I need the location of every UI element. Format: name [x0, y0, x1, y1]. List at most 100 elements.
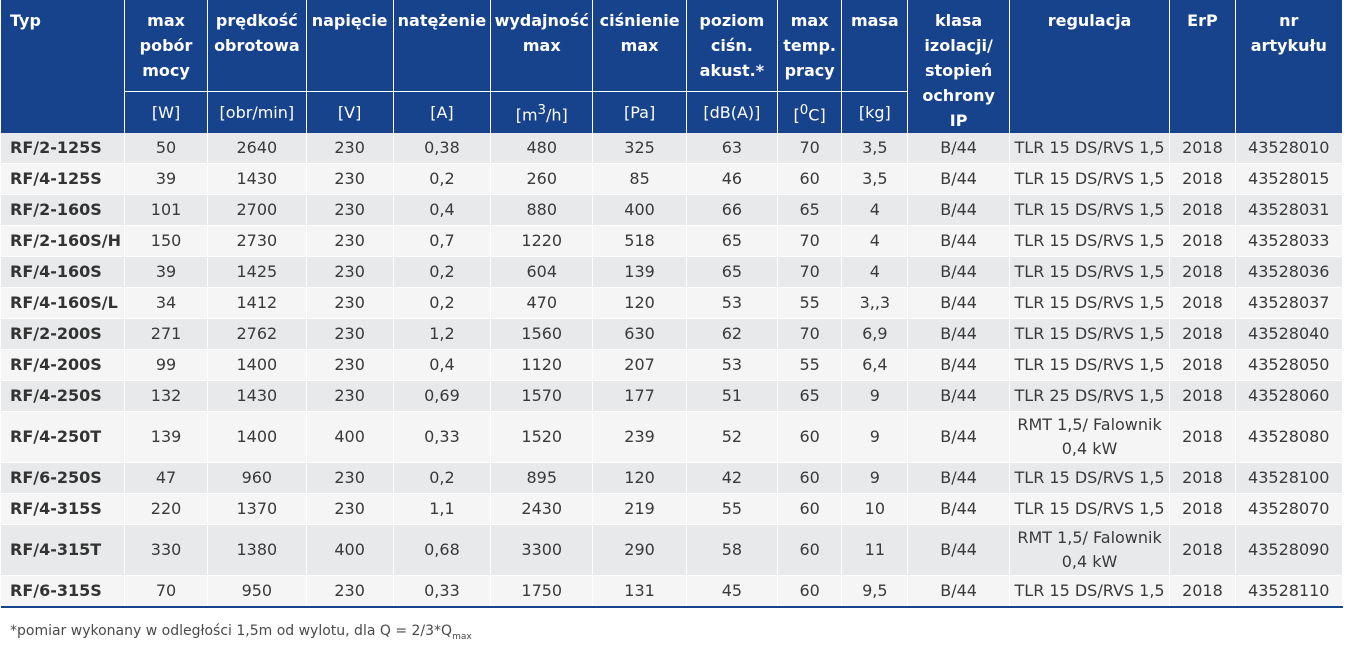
- table-row: RF/6-315S 70 950 230 0,33 1750 131 45 60 9,5 B/44 T…: [1, 575, 1344, 608]
- cell-artykul: 43528050: [1235, 349, 1344, 381]
- cell-poziom: 53: [686, 349, 779, 381]
- table-row: RF/4-125S 39 1430 230 0,2 260 85 46 60 3,5 B/44 TLR…: [1, 163, 1344, 195]
- cell-temp: 60: [777, 411, 843, 463]
- cell-poziom: 63: [686, 133, 779, 164]
- cell-napiecie: 230: [306, 318, 394, 350]
- cell-masa: 11: [841, 524, 909, 576]
- cell-temp: 70: [777, 256, 843, 288]
- cell-poziom: 53: [686, 287, 779, 319]
- cell-erp: 2018: [1169, 575, 1236, 608]
- table-row: RF/4-315S 220 1370 230 1,1 2430 219 55 60 10 B/44 T…: [1, 493, 1344, 525]
- cell-natezenie: 1,1: [393, 493, 492, 525]
- cell-pobor: 50: [124, 133, 209, 164]
- cell-artykul: 43528040: [1235, 318, 1344, 350]
- table-row: RF/2-160S 101 2700 230 0,4 880 400 66 65 4 B/44 TLR…: [1, 194, 1344, 226]
- cell-poziom: 55: [686, 493, 779, 525]
- cell-typ: RF/6-250S: [1, 462, 125, 494]
- table-row: RF/4-250S 132 1430 230 0,69 1570 177 51 65 9 B/44 T…: [1, 380, 1344, 412]
- unit-temp-b: C]: [808, 105, 826, 124]
- cell-predkosc: 1400: [207, 411, 307, 463]
- cell-artykul: 43528015: [1235, 163, 1344, 195]
- cell-pobor: 34: [124, 287, 209, 319]
- cell-predkosc: 2730: [207, 225, 307, 257]
- cell-wydajnosc: 1220: [490, 225, 594, 257]
- cell-pobor: 39: [124, 256, 209, 288]
- cell-klasa: B/44: [907, 133, 1010, 164]
- cell-typ: RF/4-315T: [1, 524, 125, 576]
- cell-typ: RF/4-250S: [1, 380, 125, 412]
- cell-cisnienie: 131: [592, 575, 687, 608]
- cell-wydajnosc: 1120: [490, 349, 594, 381]
- cell-predkosc: 2762: [207, 318, 307, 350]
- cell-masa: 6,4: [841, 349, 909, 381]
- cell-artykul: 43528070: [1235, 493, 1344, 525]
- cell-klasa: B/44: [907, 194, 1010, 226]
- cell-pobor: 150: [124, 225, 209, 257]
- cell-masa: 10: [841, 493, 909, 525]
- cell-regulacja: TLR 15 DS/RVS 1,5: [1009, 133, 1171, 164]
- cell-artykul: 43528110: [1235, 575, 1344, 608]
- cell-erp: 2018: [1169, 380, 1236, 412]
- cell-klasa: B/44: [907, 524, 1010, 576]
- cell-natezenie: 0,69: [393, 380, 492, 412]
- cell-temp: 70: [777, 318, 843, 350]
- cell-pobor: 70: [124, 575, 209, 608]
- cell-napiecie: 230: [306, 575, 394, 608]
- cell-klasa: B/44: [907, 318, 1010, 350]
- cell-temp: 70: [777, 133, 843, 164]
- cell-pobor: 47: [124, 462, 209, 494]
- cell-masa: 4: [841, 256, 909, 288]
- header-pobor: max pobór mocy: [124, 0, 209, 92]
- cell-predkosc: 1430: [207, 163, 307, 195]
- unit-poziom: [dB(A)]: [686, 90, 779, 133]
- cell-poziom: 65: [686, 256, 779, 288]
- cell-regulacja: TLR 15 DS/RVS 1,5: [1009, 462, 1171, 494]
- cell-predkosc: 2640: [207, 133, 307, 164]
- cell-regulacja: TLR 15 DS/RVS 1,5: [1009, 163, 1171, 195]
- cell-natezenie: 1,2: [393, 318, 492, 350]
- unit-pobor: [W]: [124, 90, 209, 133]
- cell-napiecie: 230: [306, 133, 394, 164]
- cell-wydajnosc: 1570: [490, 380, 594, 412]
- cell-klasa: B/44: [907, 287, 1010, 319]
- cell-masa: 4: [841, 194, 909, 226]
- cell-typ: RF/6-315S: [1, 575, 125, 608]
- cell-masa: 9: [841, 380, 909, 412]
- cell-typ: RF/2-200S: [1, 318, 125, 350]
- cell-natezenie: 0,7: [393, 225, 492, 257]
- cell-napiecie: 230: [306, 194, 394, 226]
- cell-poziom: 66: [686, 194, 779, 226]
- unit-napiecie: [V]: [306, 90, 394, 133]
- cell-natezenie: 0,2: [393, 462, 492, 494]
- unit-temp: [0C]: [777, 90, 843, 133]
- cell-poziom: 42: [686, 462, 779, 494]
- cell-regulacja: TLR 15 DS/RVS 1,5: [1009, 318, 1171, 350]
- cell-pobor: 101: [124, 194, 209, 226]
- cell-klasa: B/44: [907, 575, 1010, 608]
- cell-regulacja: TLR 15 DS/RVS 1,5: [1009, 493, 1171, 525]
- unit-temp-a: [: [793, 105, 800, 124]
- cell-cisnienie: 219: [592, 493, 687, 525]
- cell-regulacja: TLR 25 DS/RVS 1,5: [1009, 380, 1171, 412]
- cell-natezenie: 0,33: [393, 411, 492, 463]
- cell-pobor: 139: [124, 411, 209, 463]
- cell-natezenie: 0,4: [393, 194, 492, 226]
- cell-temp: 60: [777, 575, 843, 608]
- cell-masa: 3,,3: [841, 287, 909, 319]
- cell-napiecie: 230: [306, 380, 394, 412]
- cell-erp: 2018: [1169, 287, 1236, 319]
- cell-poziom: 62: [686, 318, 779, 350]
- cell-cisnienie: 630: [592, 318, 687, 350]
- cell-natezenie: 0,2: [393, 287, 492, 319]
- cell-erp: 2018: [1169, 225, 1236, 257]
- cell-wydajnosc: 260: [490, 163, 594, 195]
- cell-typ: RF/4-160S: [1, 256, 125, 288]
- cell-temp: 60: [777, 462, 843, 494]
- cell-cisnienie: 325: [592, 133, 687, 164]
- cell-erp: 2018: [1169, 194, 1236, 226]
- cell-klasa: B/44: [907, 163, 1010, 195]
- cell-natezenie: 0,2: [393, 256, 492, 288]
- cell-klasa: B/44: [907, 256, 1010, 288]
- cell-erp: 2018: [1169, 349, 1236, 381]
